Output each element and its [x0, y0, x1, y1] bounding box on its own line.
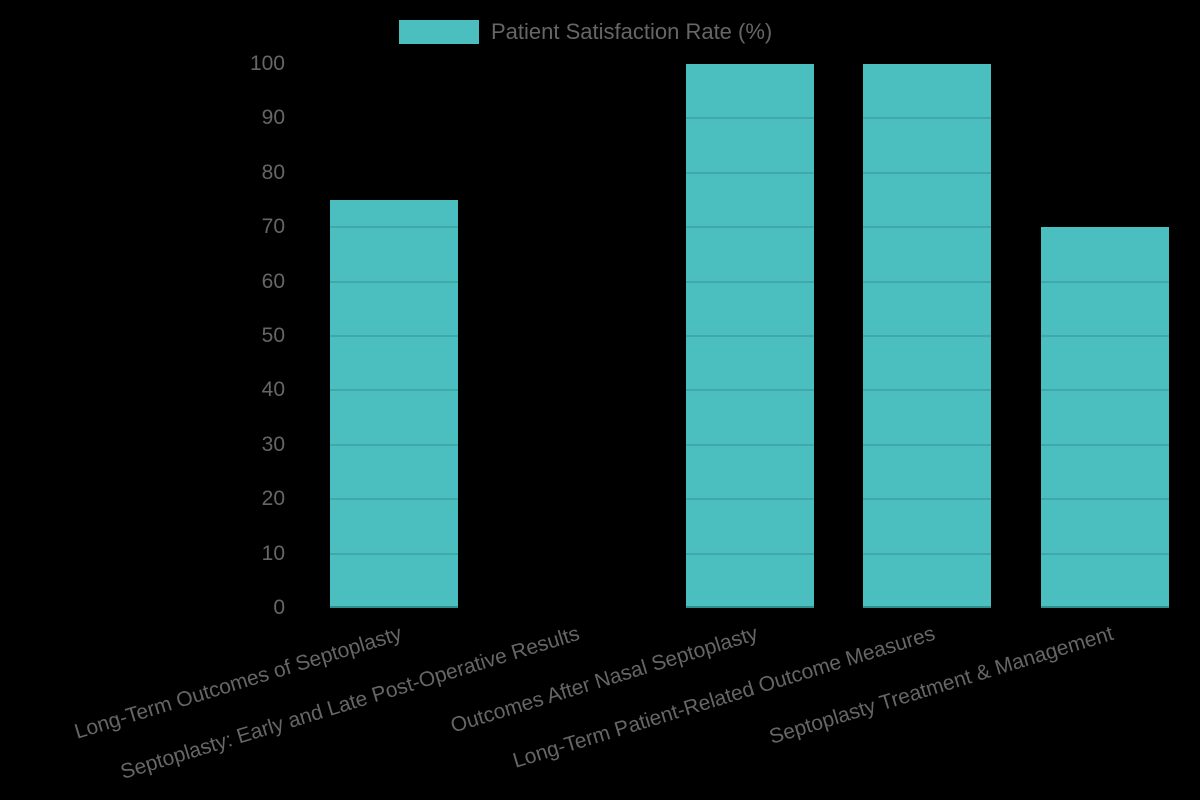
- grid-line: [863, 552, 992, 555]
- y-tick-label: 70: [261, 215, 285, 239]
- grid-line: [685, 389, 814, 392]
- grid-line: [863, 171, 992, 174]
- grid-line: [685, 171, 814, 174]
- y-tick-label: 90: [261, 106, 285, 130]
- grid-line: [863, 117, 992, 120]
- grid-line: [863, 226, 992, 229]
- y-tick-label: 100: [249, 52, 285, 75]
- grid-line: [1041, 498, 1169, 501]
- grid-line: [330, 389, 458, 392]
- grid-line: [863, 443, 992, 446]
- grid-line: [863, 280, 992, 283]
- y-tick-label: 50: [261, 324, 285, 347]
- x-tick-label: Septoplasty Treatment & Management: [766, 622, 1116, 749]
- legend[interactable]: Patient Satisfaction Rate (%): [399, 19, 772, 45]
- bar[interactable]: [685, 64, 814, 608]
- legend-label: Patient Satisfaction Rate (%): [491, 19, 773, 44]
- grid-line: [330, 552, 458, 555]
- grid-line: [685, 226, 814, 229]
- baseline: [685, 606, 814, 608]
- grid-line: [863, 335, 992, 337]
- grid-line: [330, 335, 458, 337]
- grid-line: [1041, 552, 1169, 555]
- grid-line: [863, 498, 992, 501]
- grid-line: [685, 117, 814, 120]
- grid-line: [685, 552, 814, 555]
- y-tick-label: 80: [261, 160, 285, 184]
- bar[interactable]: [330, 200, 458, 608]
- grid-line: [863, 389, 992, 392]
- grid-line: [1041, 389, 1169, 392]
- legend-swatch: [399, 20, 479, 44]
- grid-line: [685, 335, 814, 337]
- bar[interactable]: [863, 64, 992, 608]
- baseline: [1041, 605, 1169, 608]
- grid-line: [1041, 443, 1169, 446]
- baseline: [330, 606, 458, 608]
- grid-line: [685, 280, 814, 283]
- grid-line: [1041, 334, 1169, 337]
- y-tick-label: 30: [261, 432, 285, 456]
- y-tick-label: 0: [273, 596, 285, 619]
- grid-line: [330, 443, 458, 446]
- grid-line: [685, 498, 814, 501]
- y-tick-label: 10: [261, 541, 285, 565]
- bar[interactable]: [1041, 227, 1169, 608]
- y-tick-label: 20: [261, 487, 285, 511]
- grid-line: [330, 498, 458, 501]
- grid-line: [330, 226, 458, 229]
- y-tick-label: 40: [261, 378, 285, 402]
- grid-line: [685, 443, 814, 446]
- grid-line: [1041, 280, 1169, 283]
- grid-line: [330, 280, 458, 283]
- baseline: [863, 606, 992, 608]
- y-tick-label: 60: [261, 269, 285, 293]
